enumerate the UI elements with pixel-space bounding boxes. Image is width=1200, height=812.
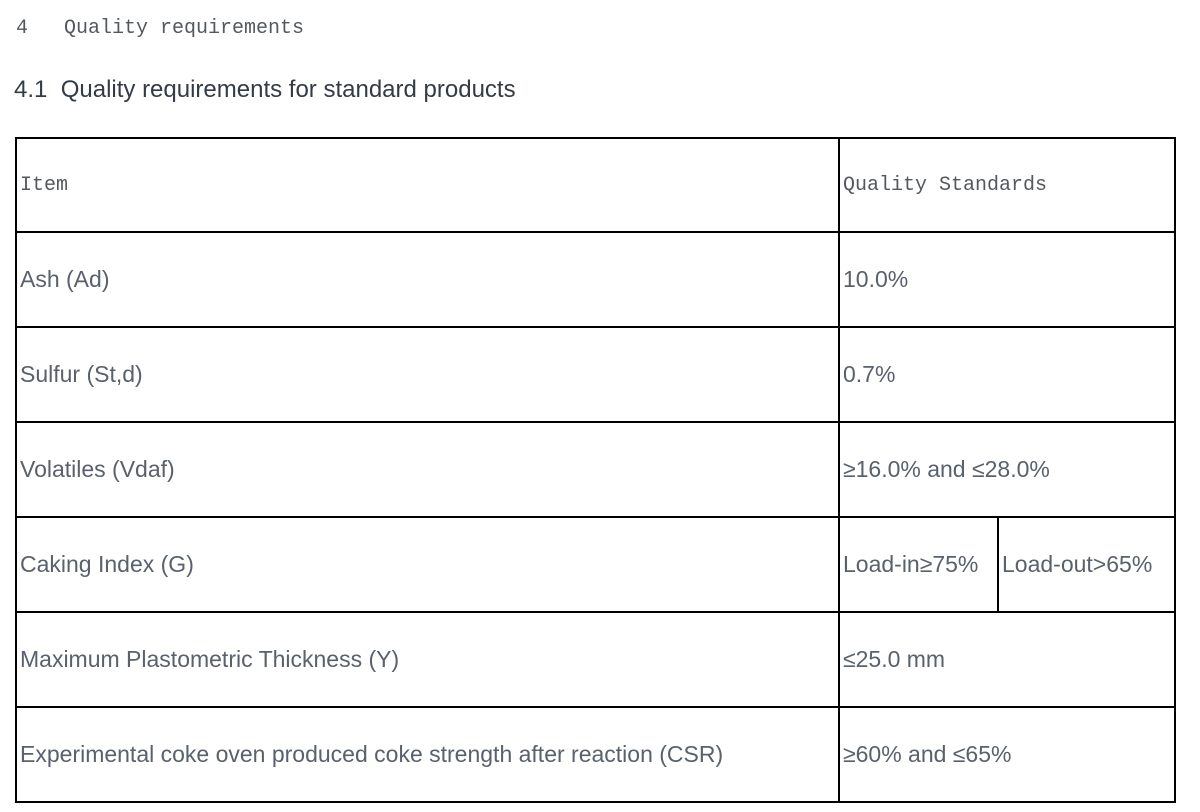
table-header-row: Item Quality Standards	[15, 137, 1177, 233]
item-cell-coke-strength-csr: Experimental coke oven produced coke str…	[15, 706, 840, 803]
header-cell-item: Item	[15, 137, 840, 233]
value-cell-ash: 10.0%	[837, 231, 1177, 328]
item-cell-volatiles: Volatiles (Vdaf)	[15, 421, 840, 518]
section-heading: 4 Quality requirements	[16, 17, 305, 40]
item-cell-plastometric-thickness: Maximum Plastometric Thickness (Y)	[15, 611, 840, 708]
value-cell-volatiles: ≥16.0% and ≤28.0%	[837, 421, 1177, 518]
value-cell-caking-load-out: Load-out>65%	[996, 516, 1177, 613]
header-cell-quality-standards: Quality Standards	[837, 137, 1177, 233]
item-cell-sulfur: Sulfur (St,d)	[15, 326, 840, 423]
table-row: Volatiles (Vdaf) ≥16.0% and ≤28.0%	[15, 421, 1177, 518]
table-row: Ash (Ad) 10.0%	[15, 231, 1177, 328]
table-row: Experimental coke oven produced coke str…	[15, 706, 1177, 803]
table-row: Caking Index (G) Load-in≥75% Load-out>65…	[15, 516, 1177, 613]
table-row: Maximum Plastometric Thickness (Y) ≤25.0…	[15, 611, 1177, 708]
item-cell-ash: Ash (Ad)	[15, 231, 840, 328]
value-cell-plastometric-thickness: ≤25.0 mm	[837, 611, 1177, 708]
value-cell-coke-strength-csr: ≥60% and ≤65%	[837, 706, 1177, 803]
item-cell-caking-index: Caking Index (G)	[15, 516, 840, 613]
subsection-heading: 4.1 Quality requirements for standard pr…	[14, 76, 516, 103]
value-cell-sulfur: 0.7%	[837, 326, 1177, 423]
table-row: Sulfur (St,d) 0.7%	[15, 326, 1177, 423]
quality-requirements-table: Item Quality Standards Ash (Ad) 10.0% Su…	[15, 137, 1177, 803]
value-cell-caking-load-in: Load-in≥75%	[838, 516, 999, 613]
